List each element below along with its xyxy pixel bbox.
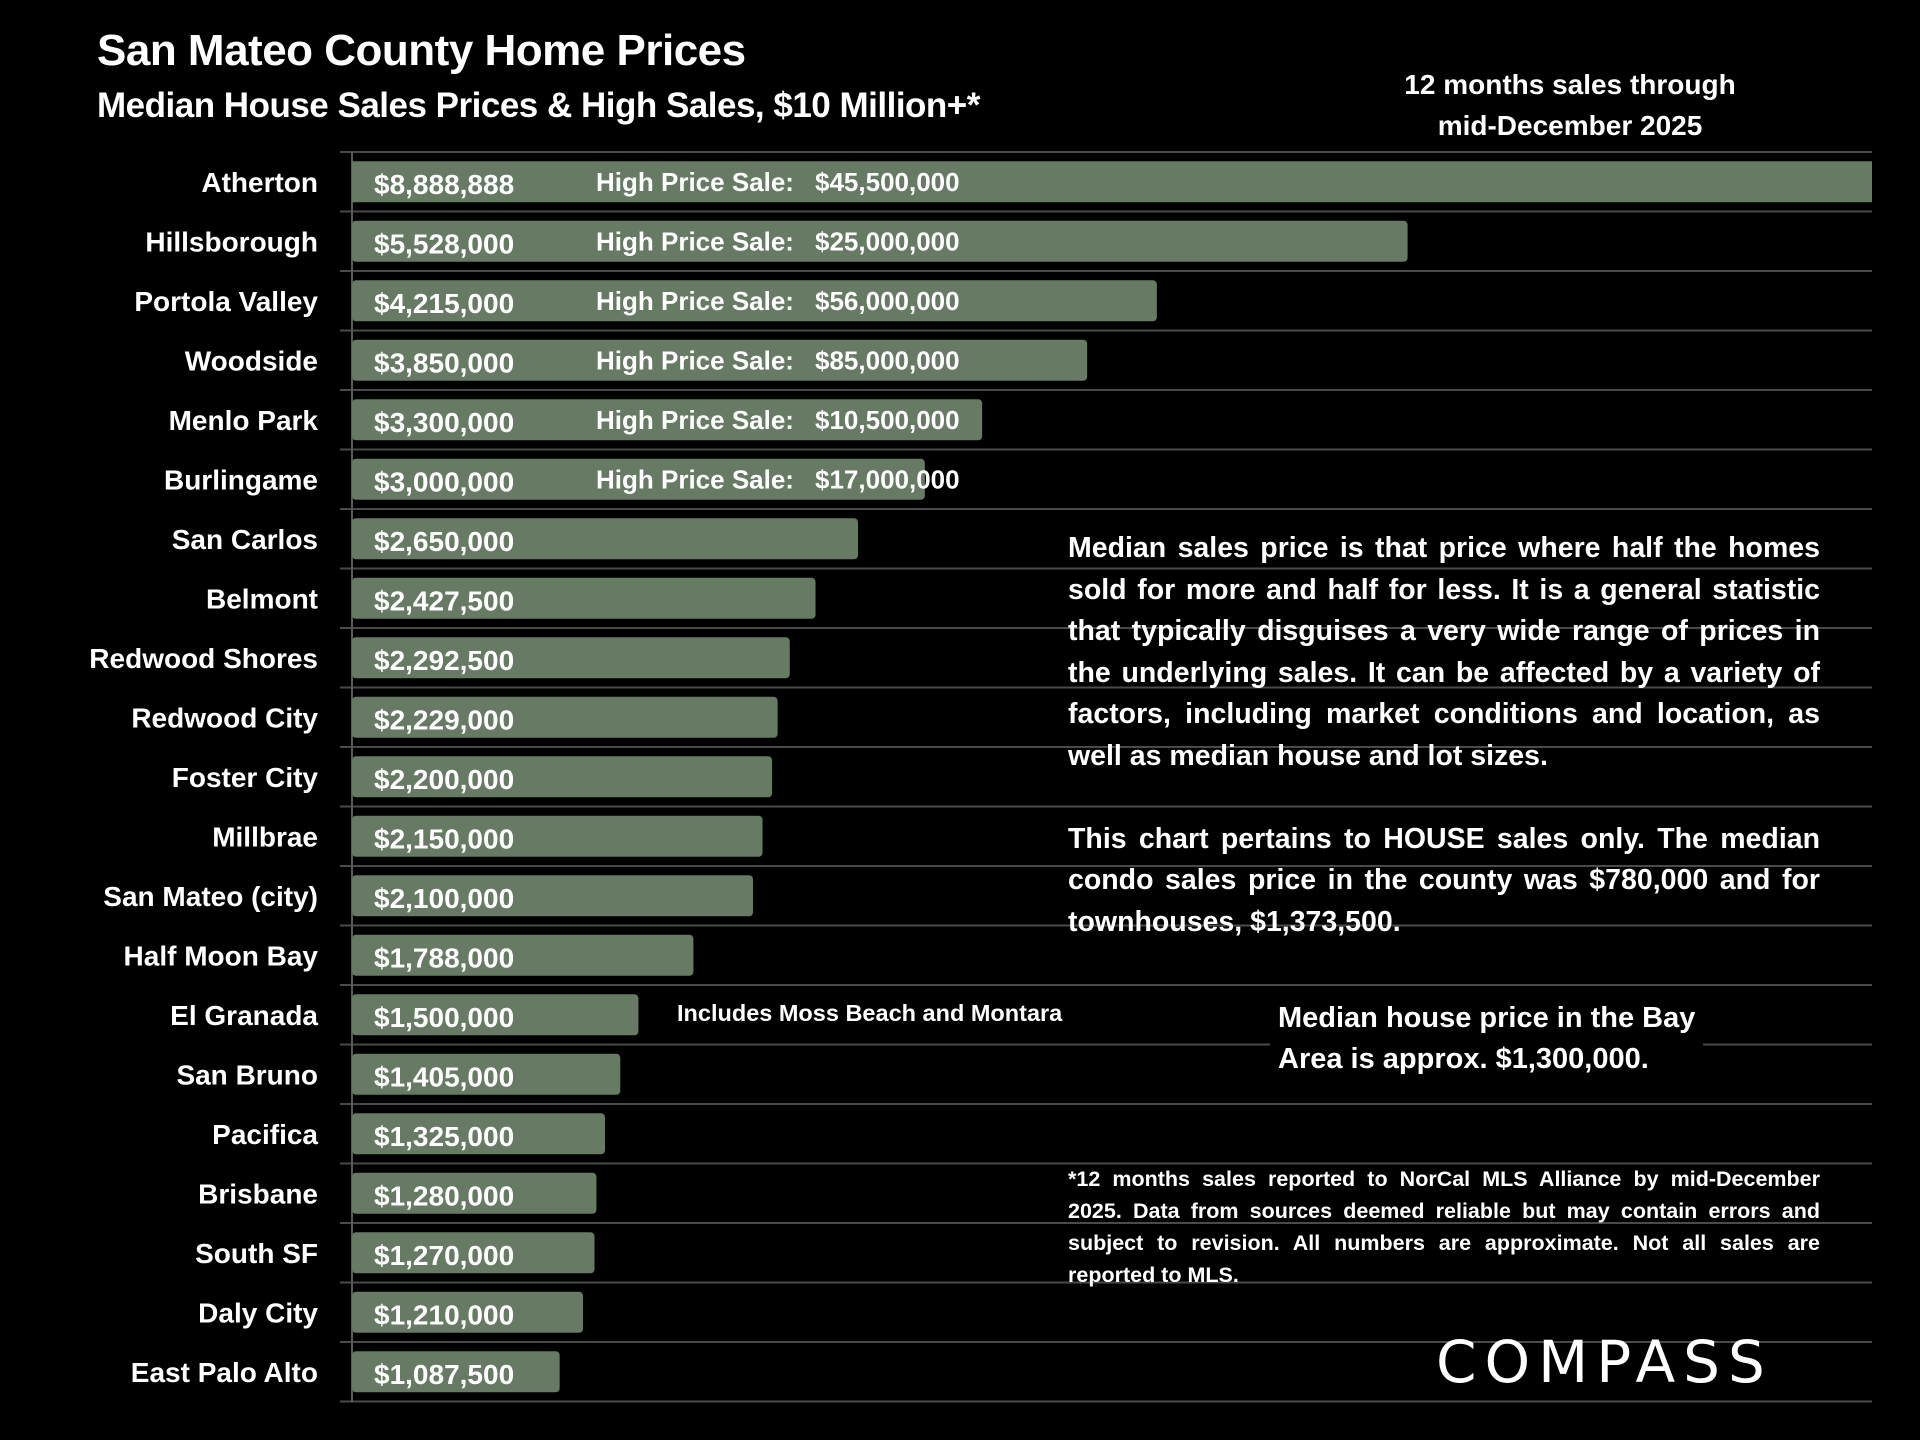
high-sale-value: $45,500,000 bbox=[815, 167, 960, 197]
category-label: San Bruno bbox=[176, 1059, 318, 1090]
high-sale-prefix: High Price Sale: bbox=[596, 226, 794, 256]
period-note: 12 months sales through mid-December 202… bbox=[1340, 64, 1800, 146]
high-sale-prefix: High Price Sale: bbox=[596, 286, 794, 316]
chart-subtitle: Median House Sales Prices & High Sales, … bbox=[97, 86, 980, 125]
value-label: $1,405,000 bbox=[374, 1061, 514, 1092]
category-label: Belmont bbox=[206, 583, 318, 614]
bars-group bbox=[352, 161, 1872, 1393]
el-granada-annotation: Includes Moss Beach and Montara bbox=[677, 999, 1063, 1026]
category-label: East Palo Alto bbox=[131, 1357, 318, 1388]
category-label: Burlingame bbox=[164, 464, 318, 495]
category-label: Hillsborough bbox=[145, 226, 318, 257]
value-label: $2,100,000 bbox=[374, 883, 514, 914]
bar-el-granada bbox=[352, 994, 639, 1036]
period-line-1: 12 months sales through bbox=[1404, 69, 1736, 100]
value-label: $8,888,888 bbox=[374, 169, 514, 200]
chart-title: San Mateo County Home Prices bbox=[97, 26, 746, 75]
bar-woodside bbox=[352, 339, 1088, 381]
high-sale-value: $85,000,000 bbox=[815, 345, 960, 375]
value-label: $1,325,000 bbox=[374, 1121, 514, 1152]
house-only-paragraph: This chart pertains to HOUSE sales only.… bbox=[1068, 822, 1820, 938]
bar-half-moon-bay bbox=[352, 934, 694, 976]
labels-group: Atherton $8,888,888 High Price Sale: $45,50… bbox=[89, 167, 959, 1390]
high-sale-value: $17,000,000 bbox=[815, 464, 960, 494]
category-label: South SF bbox=[195, 1238, 318, 1269]
value-label: $3,000,000 bbox=[374, 466, 514, 497]
value-label: $2,650,000 bbox=[374, 526, 514, 557]
value-label: $3,850,000 bbox=[374, 347, 514, 378]
bar-millbrae bbox=[352, 815, 763, 857]
bar-menlo-park bbox=[352, 399, 983, 441]
value-label: $1,210,000 bbox=[374, 1299, 514, 1330]
category-label: Redwood Shores bbox=[89, 643, 318, 674]
high-sale-prefix: High Price Sale: bbox=[596, 405, 794, 435]
bar-hillsborough bbox=[352, 220, 1408, 262]
category-label: Daly City bbox=[198, 1297, 318, 1328]
bar-pacifica bbox=[352, 1113, 606, 1155]
bay-area-line-2: Area is approx. $1,300,000. bbox=[1278, 1043, 1649, 1075]
category-label: Pacifica bbox=[212, 1119, 318, 1150]
bar-portola-valley bbox=[352, 280, 1157, 322]
category-label: Atherton bbox=[201, 167, 318, 198]
value-label: $1,788,000 bbox=[374, 942, 514, 973]
bar-burlingame bbox=[352, 458, 925, 500]
value-label: $2,427,500 bbox=[374, 585, 514, 616]
bay-area-note: Median house price in the Bay Area is ap… bbox=[1270, 998, 1704, 1080]
category-label: Woodside bbox=[185, 345, 318, 376]
source-footnote: *12 months sales reported to NorCal MLS … bbox=[1068, 1167, 1820, 1287]
bar-foster-city bbox=[352, 756, 773, 798]
bar-redwood-city bbox=[352, 696, 778, 738]
category-label: Millbrae bbox=[212, 821, 318, 852]
category-label: San Carlos bbox=[172, 524, 318, 555]
bar-belmont bbox=[352, 577, 816, 619]
bar-san-bruno bbox=[352, 1053, 621, 1095]
value-label: $2,292,500 bbox=[374, 645, 514, 676]
category-label: Brisbane bbox=[198, 1178, 318, 1209]
category-label: Half Moon Bay bbox=[124, 940, 319, 971]
category-label: Redwood City bbox=[131, 702, 318, 733]
value-label: $1,500,000 bbox=[374, 1002, 514, 1033]
median-definition-paragraph: Median sales price is that price where h… bbox=[1068, 532, 1820, 772]
bay-area-line-1: Median house price in the Bay bbox=[1278, 1002, 1696, 1034]
value-label: $1,087,500 bbox=[374, 1359, 514, 1390]
high-sale-value: $25,000,000 bbox=[815, 226, 960, 256]
value-label: $2,200,000 bbox=[374, 764, 514, 795]
bar-brisbane bbox=[352, 1172, 597, 1214]
category-label: El Granada bbox=[170, 1000, 318, 1031]
value-label: $1,280,000 bbox=[374, 1180, 514, 1211]
value-label: $2,150,000 bbox=[374, 823, 514, 854]
bar-san-mateo-city bbox=[352, 875, 754, 917]
compass-logo: COMPASS bbox=[1436, 1328, 1773, 1396]
category-label: Menlo Park bbox=[169, 405, 319, 436]
value-label: $2,229,000 bbox=[374, 704, 514, 735]
value-label: $4,215,000 bbox=[374, 288, 514, 319]
value-label: $3,300,000 bbox=[374, 407, 514, 438]
high-sale-value: $10,500,000 bbox=[815, 405, 960, 435]
high-sale-prefix: High Price Sale: bbox=[596, 464, 794, 494]
category-label: Portola Valley bbox=[134, 286, 318, 317]
period-line-2: mid-December 2025 bbox=[1437, 110, 1703, 141]
bar-south-sf bbox=[352, 1232, 595, 1274]
gridlines bbox=[340, 151, 1872, 1403]
value-label: $1,270,000 bbox=[374, 1240, 514, 1271]
bar-atherton bbox=[352, 161, 1872, 203]
category-label: San Mateo (city) bbox=[103, 881, 318, 912]
bar-redwood-shores bbox=[352, 637, 790, 679]
bar-san-carlos bbox=[352, 518, 859, 560]
high-sale-value: $56,000,000 bbox=[815, 286, 960, 316]
category-label: Foster City bbox=[172, 762, 319, 793]
bar-daly-city bbox=[352, 1291, 584, 1333]
bar-east-palo-alto bbox=[352, 1351, 560, 1393]
high-sale-prefix: High Price Sale: bbox=[596, 345, 794, 375]
median-definition-note: Median sales price is that price where h… bbox=[1068, 528, 1820, 985]
value-label: $5,528,000 bbox=[374, 228, 514, 259]
high-sale-prefix: High Price Sale: bbox=[596, 167, 794, 197]
